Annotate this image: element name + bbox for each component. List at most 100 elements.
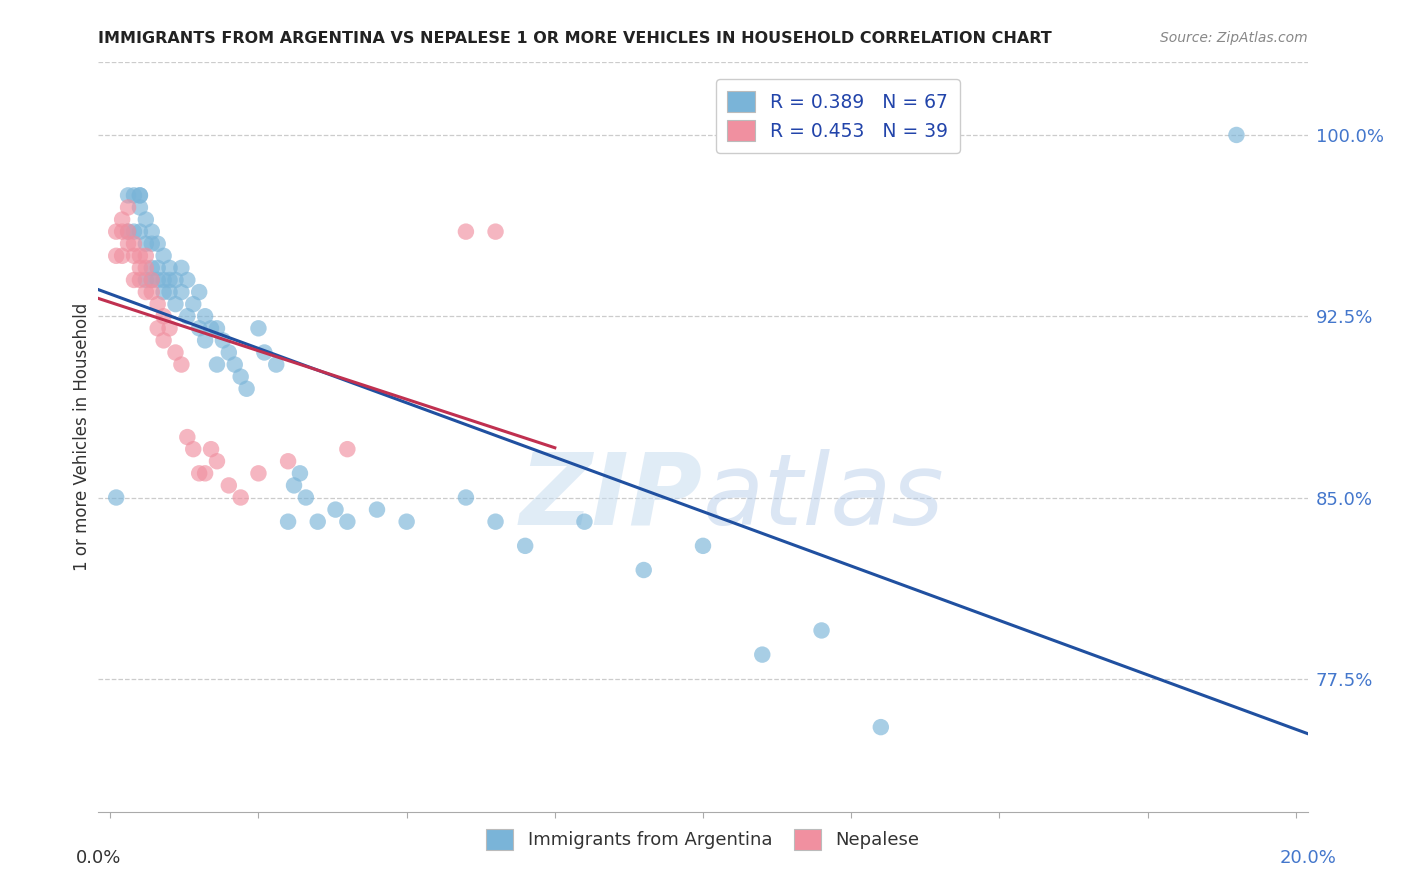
Point [129,225,152,239]
Point [135,260,157,275]
Point [135,236,157,251]
Point [194,467,217,481]
Point [484,225,506,239]
Point [111,212,134,227]
Point [181,297,204,311]
Point [152,334,174,348]
Point [395,515,418,529]
Point [336,515,359,529]
Point [692,539,714,553]
Point [751,648,773,662]
Point [117,188,139,202]
Point [188,467,211,481]
Point [194,310,217,324]
Point [277,515,299,529]
Point [152,249,174,263]
Point [146,236,169,251]
Point [277,454,299,468]
Point [484,515,506,529]
Point [129,188,152,202]
Point [141,225,163,239]
Point [181,442,204,457]
Point [117,225,139,239]
Point [129,188,152,202]
Point [235,382,257,396]
Point [200,321,222,335]
Point [1225,128,1247,142]
Point [159,273,181,287]
Point [869,720,891,734]
Point [135,212,157,227]
Point [135,273,157,287]
Point [288,467,311,481]
Y-axis label: 1 or more Vehicles in Household: 1 or more Vehicles in Household [73,303,91,571]
Point [159,285,181,299]
Point [224,358,246,372]
Point [146,297,169,311]
Point [122,188,145,202]
Point [229,369,252,384]
Point [135,249,157,263]
Point [229,491,252,505]
Point [253,345,276,359]
Point [205,358,228,372]
Point [366,502,388,516]
Text: atlas: atlas [703,449,945,546]
Text: 20.0%: 20.0% [1279,849,1336,867]
Point [146,273,169,287]
Point [111,225,134,239]
Point [194,334,217,348]
Point [122,273,145,287]
Point [165,273,187,287]
Point [141,260,163,275]
Point [170,285,193,299]
Point [454,491,477,505]
Point [111,249,134,263]
Point [810,624,832,638]
Point [122,236,145,251]
Point [135,285,157,299]
Point [129,260,152,275]
Text: Source: ZipAtlas.com: Source: ZipAtlas.com [1160,31,1308,45]
Point [295,491,318,505]
Point [152,273,174,287]
Point [159,321,181,335]
Point [170,260,193,275]
Point [117,201,139,215]
Point [129,273,152,287]
Point [105,249,128,263]
Point [170,358,193,372]
Point [117,225,139,239]
Legend: Immigrants from Argentina, Nepalese: Immigrants from Argentina, Nepalese [478,820,928,859]
Point [141,273,163,287]
Point [205,454,228,468]
Point [218,345,240,359]
Point [325,502,347,516]
Point [105,491,128,505]
Text: 0.0%: 0.0% [76,849,121,867]
Point [152,285,174,299]
Text: ZIP: ZIP [520,449,703,546]
Point [141,285,163,299]
Point [122,225,145,239]
Text: IMMIGRANTS FROM ARGENTINA VS NEPALESE 1 OR MORE VEHICLES IN HOUSEHOLD CORRELATIO: IMMIGRANTS FROM ARGENTINA VS NEPALESE 1 … [98,31,1052,46]
Point [129,201,152,215]
Point [515,539,537,553]
Point [574,515,596,529]
Point [152,310,174,324]
Point [146,321,169,335]
Point [205,321,228,335]
Point [176,310,198,324]
Point [176,273,198,287]
Point [141,236,163,251]
Point [218,478,240,492]
Point [165,345,187,359]
Point [264,358,287,372]
Point [159,260,181,275]
Point [188,285,211,299]
Point [212,334,235,348]
Point [633,563,655,577]
Point [336,442,359,457]
Point [165,297,187,311]
Point [141,273,163,287]
